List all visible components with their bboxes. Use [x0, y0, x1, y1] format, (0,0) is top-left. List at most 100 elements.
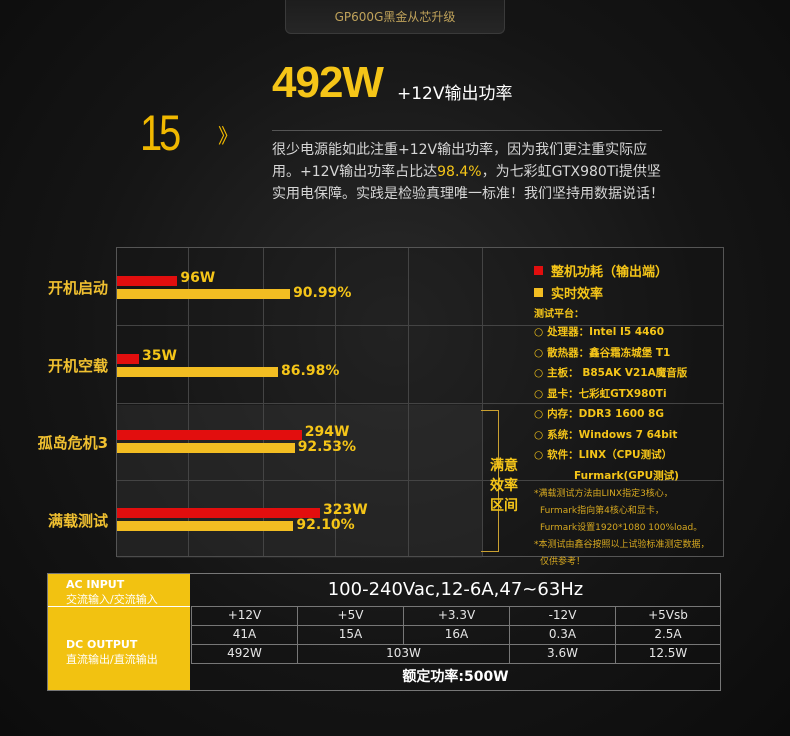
- note: *满载测试方法由LINX指定3核心，: [534, 488, 673, 499]
- note: Furmark指向第4核心和显卡，: [540, 505, 664, 516]
- category-label: 满载测试: [47, 512, 108, 530]
- grid-v: [263, 248, 264, 556]
- table-header-cell: +5Vsb: [615, 606, 720, 625]
- efficiency-label: 86.98%: [281, 363, 340, 379]
- grid-v: [408, 248, 409, 556]
- ac-input-label-cn: 交流输入/交流输入: [66, 593, 158, 606]
- note: *本测试由鑫谷按照以上试验标准测定数据，: [534, 539, 710, 550]
- spec-text: 软件：LINX（CPU测试）: [547, 449, 673, 461]
- efficiency-label: 92.10%: [296, 517, 355, 533]
- grid-v: [188, 248, 189, 556]
- power-label: 35W: [141, 348, 177, 364]
- power-label: 323W: [323, 502, 368, 518]
- grid-h: [117, 325, 723, 326]
- section-number: 15: [140, 105, 181, 161]
- power-label: 96W: [180, 270, 216, 286]
- desc-highlight: 98.4%: [437, 164, 482, 180]
- grid-h: [117, 403, 723, 404]
- dc-output-label-cn: 直流输出/直流输出: [66, 653, 158, 666]
- desc-part1: 很少电源能如此注重+12V输出功率，因为我们更注重实际应用。+12V输出功率占比…: [272, 142, 648, 180]
- description: 很少电源能如此注重+12V输出功率，因为我们更注重实际应用。+12V输出功率占比…: [272, 139, 667, 205]
- category-label: 开机启动: [47, 279, 108, 297]
- desc-part2: ，为七彩虹GTX980Ti提供坚实用电保障。实践是检验真理唯一标准！我们坚持用数…: [272, 164, 664, 202]
- spec-table: AC INPUT 交流输入/交流输入 DC OUTPUT 直流输出/直流输出 1…: [47, 573, 721, 691]
- rated-power: 额定功率:500W: [191, 663, 720, 690]
- circle-icon: ○: [534, 346, 544, 359]
- bracket-line: 满意: [490, 458, 518, 474]
- efficiency-label: 92.53%: [297, 439, 356, 455]
- table-cell: 492W: [191, 644, 297, 663]
- table-cell: 12.5W: [615, 644, 720, 663]
- spec-item: ○ 系统：Windows 7 64bit: [534, 427, 710, 448]
- power-bar: [117, 508, 320, 518]
- power-bar: [117, 430, 302, 440]
- spec-text: 系统：Windows 7 64bit: [547, 428, 678, 441]
- table-label-column: AC INPUT 交流输入/交流输入 DC OUTPUT 直流输出/直流输出: [48, 574, 190, 690]
- table-cell: 15A: [297, 625, 403, 644]
- grid-v: [335, 248, 336, 556]
- spec-item: ○ 处理器：Intel I5 4460: [534, 324, 710, 345]
- spec-item: ○ 散热器：鑫谷霜冻城堡 T1: [534, 345, 710, 366]
- circle-icon: ○: [534, 449, 544, 461]
- spec-software-cont: Furmark(GPU测试): [574, 469, 679, 482]
- table-cell: 0.3A: [509, 625, 615, 644]
- efficiency-bar: [117, 367, 279, 377]
- legend: 整机功耗（输出端） 实时效率 测试平台： ○ 处理器：Intel I5 4460 …: [534, 259, 710, 571]
- category-label: 孤岛危机3: [37, 434, 108, 452]
- gold-square-icon: [534, 287, 543, 297]
- spec-text: 主板： B85AK V21A魔音版: [547, 367, 688, 379]
- table-cell: 2.5A: [615, 625, 720, 644]
- spec-item: ○ 内存：DDR3 1600 8G: [534, 406, 710, 427]
- red-square-icon: [534, 265, 543, 275]
- bracket: [481, 410, 499, 552]
- legend-label: 整机功耗（输出端）: [551, 264, 669, 280]
- test-platform-title: 测试平台：: [534, 309, 584, 320]
- circle-icon: ○: [534, 326, 544, 338]
- headline-value: 492W: [272, 58, 384, 107]
- circle-icon: ○: [534, 408, 544, 420]
- note: 仅供参考！: [540, 556, 586, 567]
- grid-h: [117, 480, 723, 481]
- power-bar: [117, 276, 178, 286]
- table-header-cell: +3.3V: [403, 606, 509, 625]
- table-cell: 16A: [403, 625, 509, 644]
- table-header-cell: -12V: [509, 606, 615, 625]
- grid-v: [482, 248, 483, 556]
- circle-icon: ○: [534, 387, 544, 400]
- circle-icon: ○: [534, 428, 544, 441]
- table-cell: 103W: [297, 644, 509, 663]
- power-bar: [117, 354, 139, 364]
- efficiency-label: 90.99%: [293, 285, 352, 301]
- header-tab: GP600G黑金从芯升级: [285, 0, 505, 34]
- spec-item: ○ 软件：LINX（CPU测试）: [534, 447, 710, 468]
- load-band: [117, 405, 482, 558]
- table-header-cell: +5V: [297, 606, 403, 625]
- spec-item: ○ 显卡：七彩虹GTX980Ti: [534, 386, 710, 407]
- chevron-right-icon: 》: [218, 124, 238, 148]
- category-label: 开机空载: [47, 357, 108, 375]
- bracket-line: 区间: [490, 498, 518, 514]
- spec-item: ○ 主板： B85AK V21A魔音版: [534, 365, 710, 386]
- legend-item-power: 整机功耗（输出端）: [534, 259, 710, 281]
- legend-item-efficiency: 实时效率: [534, 281, 710, 303]
- table-cell: 41A: [191, 625, 297, 644]
- table-cell: 3.6W: [509, 644, 615, 663]
- circle-icon: ○: [534, 367, 544, 379]
- spec-text: 内存：DDR3 1600 8G: [547, 408, 664, 420]
- efficiency-bar: [117, 443, 295, 453]
- table-divider: [48, 606, 190, 607]
- ac-input-value: 100-240Vac,12-6A,47~63Hz: [327, 579, 584, 600]
- spec-text: 处理器：Intel I5 4460: [547, 326, 665, 338]
- headline-suffix: +12V输出功率: [397, 84, 513, 104]
- table-header-cell: +12V: [191, 606, 297, 625]
- spec-text: 显卡：七彩虹GTX980Ti: [547, 387, 667, 400]
- efficiency-bar: [117, 521, 294, 531]
- efficiency-bar: [117, 289, 291, 299]
- divider: [272, 130, 662, 131]
- spec-text: 散热器：鑫谷霜冻城堡 T1: [547, 346, 671, 359]
- legend-label: 实时效率: [551, 286, 604, 302]
- power-label: 294W: [304, 424, 350, 440]
- bracket-label: 满意 效率 区间: [486, 456, 522, 516]
- bracket-line: 效率: [490, 478, 518, 494]
- note: Furmark设置1920*1080 100%load。: [540, 522, 703, 533]
